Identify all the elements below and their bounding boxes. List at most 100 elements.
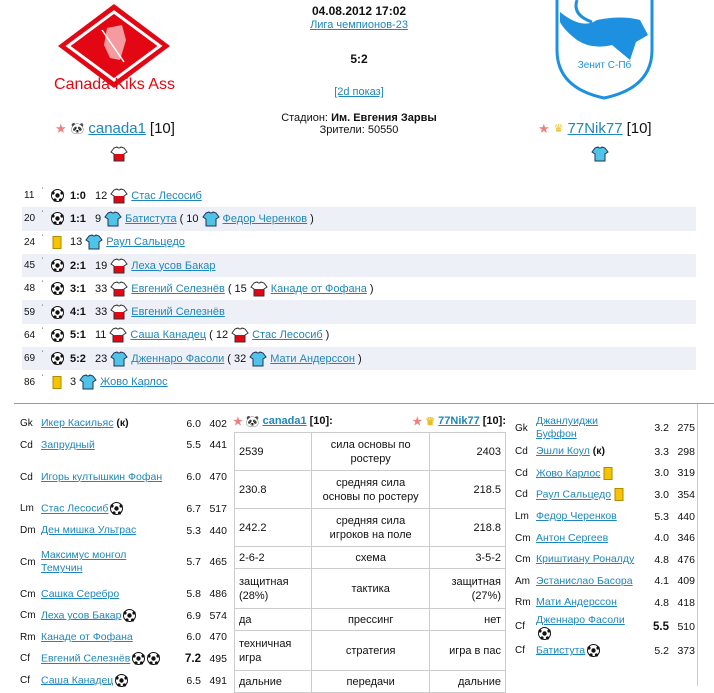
away-value: дальние bbox=[429, 670, 506, 693]
player-link[interactable]: Батистута bbox=[125, 212, 177, 225]
player-link[interactable]: Максимус монгол Темучин bbox=[41, 549, 127, 575]
player-link[interactable]: Криштиану Роналду bbox=[536, 553, 635, 566]
player-power: 298 bbox=[677, 445, 695, 458]
assist-player-link[interactable]: Мати Андерссон bbox=[270, 352, 355, 365]
player-link[interactable]: Раул Сальцедо bbox=[536, 488, 612, 501]
yellow-card-icon bbox=[47, 235, 67, 249]
away-value: 218.8 bbox=[429, 508, 506, 547]
yellow-card-icon bbox=[603, 466, 613, 480]
player-link[interactable]: Дженнаро Фасоли bbox=[131, 352, 225, 365]
player-power: 275 bbox=[677, 422, 695, 434]
home-manager-link[interactable]: canada1 bbox=[88, 120, 146, 137]
match-score: 5:2 bbox=[350, 52, 368, 66]
player-link[interactable]: Леха усов Бакар bbox=[41, 609, 122, 622]
ball-icon bbox=[123, 609, 137, 623]
player-rating: 4.8 bbox=[654, 596, 669, 609]
2d-show-link[interactable]: [2d показ] bbox=[334, 86, 384, 98]
player-link[interactable]: Дженнаро Фасоли bbox=[536, 613, 625, 626]
player-link[interactable]: Раул Сальцедо bbox=[106, 236, 185, 249]
player-link[interactable]: Стас Лесосиб bbox=[131, 189, 202, 202]
event-score: 2:1 bbox=[70, 259, 86, 272]
player-link[interactable]: Эстанислао Басора bbox=[536, 574, 633, 587]
away-value: нет bbox=[429, 608, 506, 631]
player-link[interactable]: Эшли Коул bbox=[536, 445, 590, 458]
ball-icon bbox=[538, 626, 551, 640]
away-manager-link[interactable]: 77Nik77 bbox=[567, 120, 623, 137]
player-link[interactable]: Икер Касильяс bbox=[41, 417, 114, 430]
away-manager-link[interactable]: 77Nik77 bbox=[438, 415, 480, 427]
away-value: защитная (27%) bbox=[429, 568, 506, 609]
divider bbox=[697, 404, 698, 686]
stadium-label: Стадион: bbox=[281, 112, 328, 124]
player-link[interactable]: Батистута bbox=[536, 644, 586, 657]
player-row: Cm Криштиану Роналду 4.8 476 bbox=[510, 549, 697, 571]
assist-number: 12 bbox=[215, 329, 229, 342]
player-link[interactable]: Саша Канадец bbox=[130, 329, 207, 342]
player-link[interactable]: Антон Сергеев bbox=[536, 531, 609, 544]
event-minute: 86 ' bbox=[24, 374, 43, 388]
shirt-icon bbox=[201, 211, 220, 227]
spectators-count: 50550 bbox=[367, 124, 399, 136]
player-link[interactable]: Игорь култышкин Фофан bbox=[41, 470, 163, 483]
stadium: Стадион: Им. Евгения Зарвы bbox=[230, 112, 488, 124]
comparison-label: стратегия bbox=[311, 630, 431, 671]
player-power: 465 bbox=[209, 556, 227, 569]
shirt-icon bbox=[104, 211, 122, 227]
event-minute: 11 ' bbox=[24, 188, 43, 202]
player-link[interactable]: Мати Андерссон bbox=[536, 596, 617, 609]
player-power: 486 bbox=[209, 588, 227, 601]
player-power: 418 bbox=[677, 596, 695, 609]
player-link[interactable]: Жово Карлос bbox=[536, 467, 601, 480]
player-link[interactable]: Жово Карлос bbox=[100, 376, 168, 389]
assist: (12 Стас Лесосиб) bbox=[209, 327, 330, 343]
captain-badge: (к) bbox=[592, 445, 606, 458]
assist-player-link[interactable]: Канаде от Фофана bbox=[270, 282, 367, 295]
home-manager-link[interactable]: canada1 bbox=[262, 415, 307, 427]
player-link[interactable]: Канаде от Фофана bbox=[41, 630, 133, 643]
player-power: 319 bbox=[677, 467, 695, 480]
player-link[interactable]: Леха усов Бакар bbox=[131, 259, 216, 272]
player-link[interactable]: Евгений Селезнёв bbox=[41, 652, 131, 665]
player-position: Rm bbox=[20, 631, 36, 643]
event-score: 1:0 bbox=[70, 189, 86, 202]
player-link[interactable]: Сашка Серебро bbox=[41, 587, 120, 600]
away-shirt-icon bbox=[591, 146, 609, 162]
player-link[interactable]: Стас Лесосиб bbox=[41, 502, 109, 515]
assist-player-link[interactable]: Федор Черенков bbox=[222, 212, 308, 225]
home-logo-text: Canada Kiks Ass bbox=[54, 76, 175, 93]
league-link[interactable]: Лига чемпионов-23 bbox=[310, 19, 408, 31]
player-cell: Игорь култышкин Фофан bbox=[39, 456, 171, 498]
player-rating: 6.7 bbox=[186, 502, 201, 515]
player-cell: Евгений Селезнёв bbox=[39, 648, 171, 670]
player-position: Cd bbox=[20, 439, 33, 451]
player-cell: Канаде от Фофана bbox=[39, 627, 171, 649]
player-cell: Криштиану Роналду bbox=[534, 549, 639, 571]
player-link[interactable]: Запрудный bbox=[41, 438, 95, 451]
minute-value: 59 bbox=[24, 306, 36, 318]
player-cell: Икер Касильяс (к) bbox=[39, 413, 171, 435]
player-cell: Джанлуиджи Буффон bbox=[534, 415, 639, 441]
shirt-icon bbox=[110, 304, 128, 320]
away-value: 2403 bbox=[429, 432, 506, 471]
player-cell: Стас Лесосиб bbox=[39, 498, 171, 520]
player-power: 476 bbox=[677, 553, 695, 566]
player-link[interactable]: Евгений Селезнёв bbox=[131, 282, 225, 295]
star-icon: ★ bbox=[233, 415, 243, 428]
player-link[interactable]: Федор Черенков bbox=[536, 510, 617, 523]
assist-player-link[interactable]: Стас Лесосиб bbox=[252, 329, 323, 342]
player-link[interactable]: Саша Канадец bbox=[41, 674, 114, 687]
away-value: игра в пас bbox=[429, 630, 506, 671]
captain-badge: (к) bbox=[116, 417, 129, 430]
player-link[interactable]: Джанлуиджи Буффон bbox=[536, 415, 599, 440]
comparison-row: 230.8 средняя сила основы по ростеру 218.5 bbox=[233, 470, 506, 509]
minute-value: 86 bbox=[24, 376, 36, 388]
player-position: Gk bbox=[20, 418, 33, 430]
player-row: Gk Икер Касильяс (к) 6.0 402 bbox=[15, 413, 229, 435]
player-link[interactable]: Евгений Селезнёв bbox=[131, 306, 225, 319]
player-link[interactable]: Ден мишка Ультрас bbox=[41, 524, 137, 537]
home-manager: ★ 🐼 canada1 [10] bbox=[55, 120, 175, 137]
ball-icon bbox=[47, 259, 67, 273]
home-team-logo: Canada Kiks Ass bbox=[52, 0, 177, 100]
player-position: Cm bbox=[515, 554, 531, 566]
player-row: Rm Мати Андерссон 4.8 418 bbox=[510, 592, 697, 614]
